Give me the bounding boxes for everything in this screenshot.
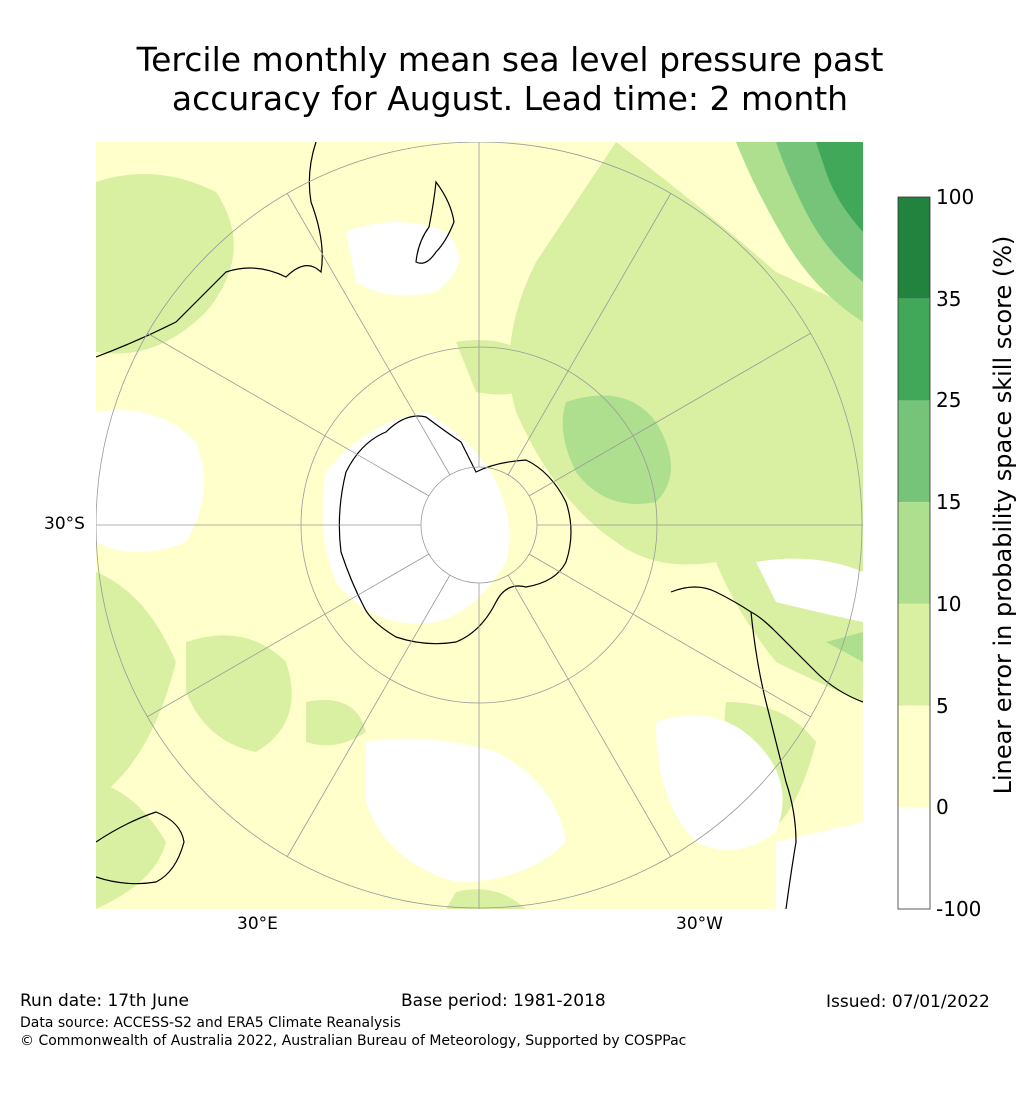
africa-outline: [96, 811, 185, 885]
antarctica-outline: [338, 415, 572, 645]
lon-label-30w: 30°W: [676, 914, 723, 934]
lat-label-30s: 30°S: [44, 514, 85, 534]
lon-label-30e: 30°E: [237, 914, 278, 934]
title-line-2: accuracy for August. Lead time: 2 month: [171, 79, 849, 118]
colorbar-tick-label: 0: [936, 795, 949, 820]
colorbar-tick-label: 100: [936, 185, 975, 209]
colorbar-tick-label: 15: [936, 490, 962, 515]
colorbar-frame: [897, 196, 931, 910]
colorbar-tick-label: 10: [936, 591, 962, 616]
colorbar-bin: [898, 807, 930, 909]
graticule: [96, 142, 863, 909]
skill-band-25-35: [816, 142, 863, 232]
colorbar-tick-label: 5: [936, 693, 949, 718]
south-america-outline: [670, 586, 863, 909]
base-period: Base period: 1981-2018: [401, 991, 606, 1011]
polar-skill-map: [96, 142, 863, 909]
issued-date: Issued: 07/01/2022: [826, 992, 990, 1012]
copyright: © Commonwealth of Australia 2022, Austra…: [20, 1033, 687, 1049]
colorbar-bin: [898, 400, 930, 503]
data-source: Data source: ACCESS-S2 and ERA5 Climate …: [20, 1015, 401, 1031]
colorbar-bin: [898, 298, 930, 401]
colorbar: [897, 196, 931, 910]
new-zealand-outline: [415, 180, 455, 264]
skill-band-5-10: [96, 142, 863, 909]
colorbar-bin: [898, 502, 930, 604]
colorbar-tick-label: 25: [936, 388, 962, 413]
colorbar-bin: [898, 603, 930, 706]
colorbar-bin: [898, 197, 930, 299]
run-date: Run date: 17th June: [20, 991, 189, 1011]
colorbar-label: Linear error in probability space skill …: [989, 235, 1017, 795]
australia-outline: [96, 142, 323, 358]
title-line-1: Tercile monthly mean sea level pressure …: [136, 40, 884, 79]
map-title: Tercile monthly mean sea level pressure …: [0, 40, 1020, 118]
colorbar-tick-label: -100: [936, 897, 982, 921]
colorbar-tick-label: 35: [936, 286, 962, 311]
skill-band-negative: [96, 222, 863, 909]
colorbar-bin: [898, 705, 930, 808]
